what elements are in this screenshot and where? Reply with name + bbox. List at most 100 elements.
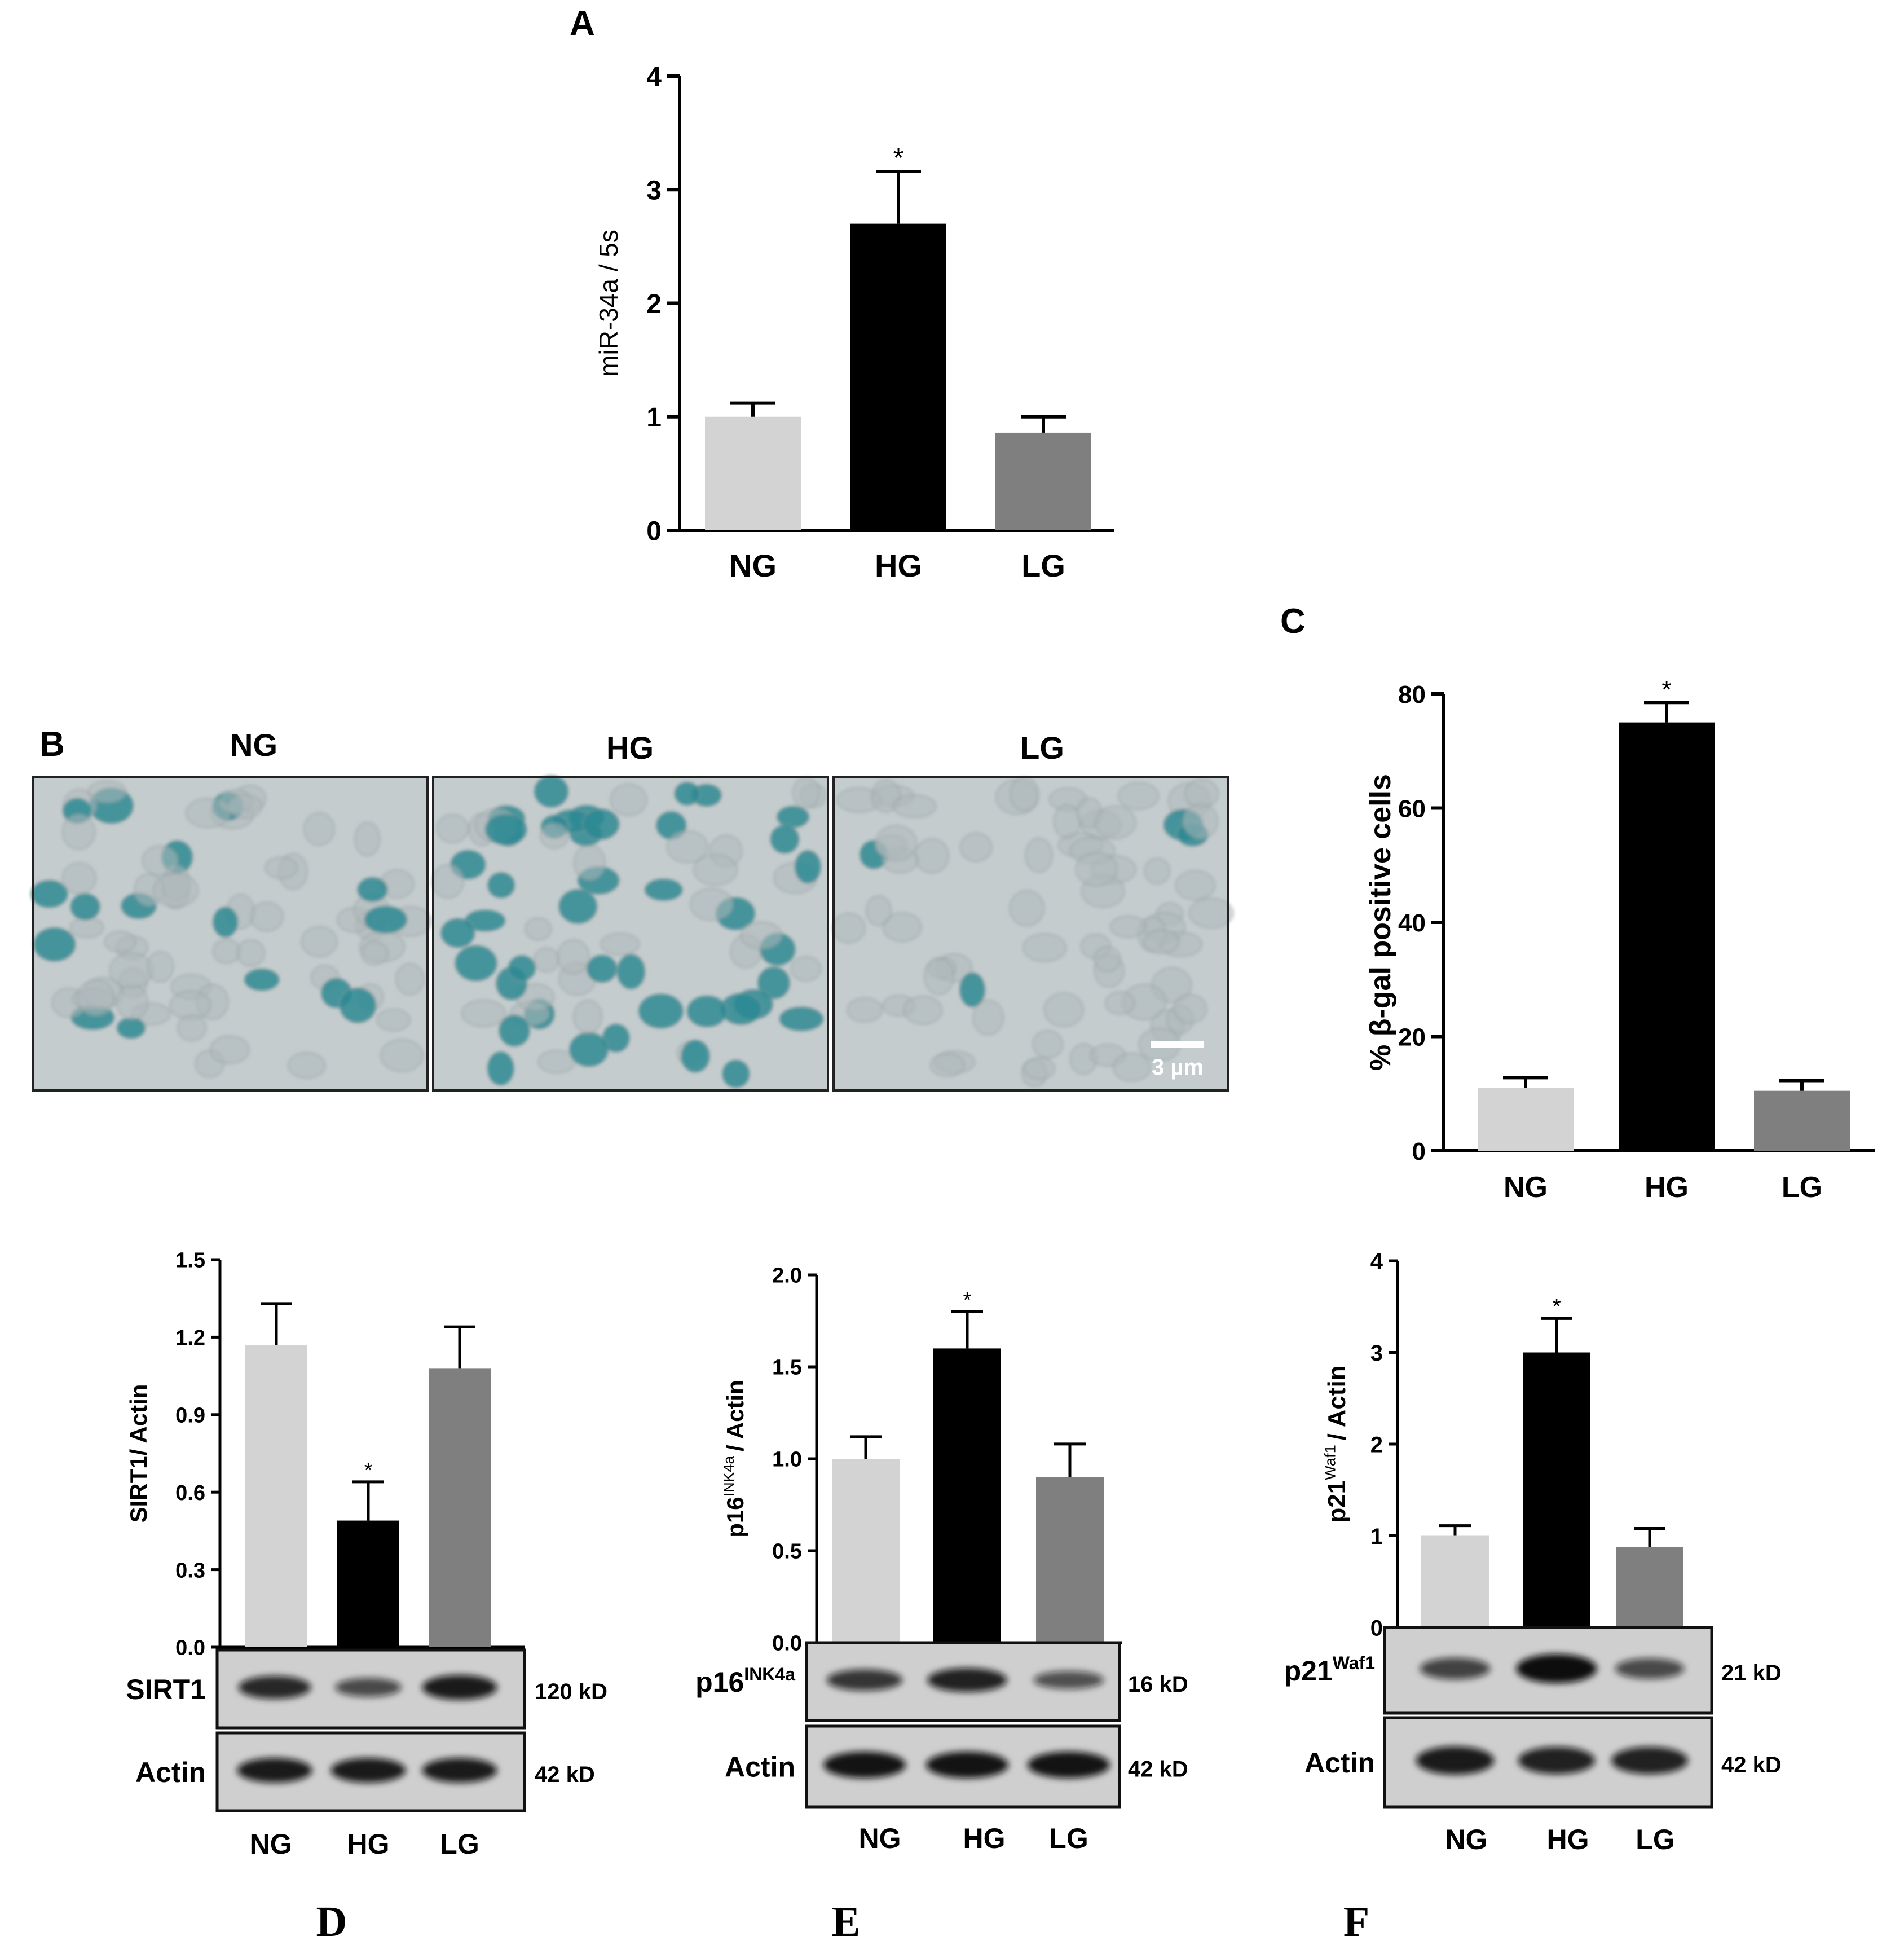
cell (354, 821, 381, 857)
y-tick-label: 20 (1398, 1023, 1426, 1051)
y-tick-label: 80 (1398, 681, 1426, 709)
blot-lane-label-lg: LG (1049, 1823, 1088, 1854)
band-lg (422, 1758, 497, 1783)
micrograph-hg (431, 775, 829, 1092)
bar-hg (337, 1520, 399, 1647)
chart-c-beta-gal: 0 20 40 60 80 NG * HG LG % β-gal positive cells (1364, 676, 1875, 1204)
y-tick-label: 1.5 (772, 1356, 802, 1380)
y-axis-label: SIRT1/ Actin (125, 1384, 152, 1523)
y-tick-label: 3 (1370, 1341, 1383, 1366)
blot-protein-label: Actin (725, 1752, 795, 1783)
blot-protein-sup: INK4a (744, 1664, 795, 1684)
cell (243, 967, 280, 992)
scale-bar-label: 3 µm (1152, 1055, 1204, 1080)
band-layer (823, 1752, 1110, 1779)
blot-lane-label-ng: NG (250, 1828, 292, 1860)
cell (539, 822, 569, 850)
band-layer (826, 1668, 1104, 1692)
cell (769, 824, 800, 855)
y-tick-label: 4 (646, 62, 662, 92)
blot-protein-name: Actin (135, 1757, 206, 1788)
cell (33, 926, 77, 962)
y-tick-label: 0 (1412, 1138, 1426, 1165)
band-layer (1416, 1746, 1689, 1775)
band-ng (826, 1669, 903, 1691)
cell (380, 1039, 424, 1073)
band-layer (1420, 1654, 1685, 1683)
bar-hg (1619, 722, 1715, 1151)
cell (892, 794, 937, 819)
band-hg (335, 1678, 402, 1697)
cell (644, 878, 684, 902)
cell (689, 887, 734, 921)
cell (959, 832, 993, 863)
bar-ng (1478, 1088, 1574, 1151)
y-tick-label: 0 (1370, 1616, 1383, 1640)
band-hg (330, 1758, 406, 1783)
y-tick-label: 0.3 (175, 1559, 205, 1582)
panel-label-e: E (832, 1898, 861, 1946)
cell (1075, 852, 1118, 887)
cell (146, 951, 174, 983)
blot-lane-label-ng: NG (859, 1823, 901, 1854)
bar-lg (429, 1368, 491, 1647)
bar-lg (1616, 1547, 1683, 1627)
y-tick-label: 2 (1370, 1432, 1383, 1457)
blot-protein-label: p21Waf1 (1284, 1653, 1375, 1687)
cell (395, 962, 425, 996)
bar-lg (995, 432, 1091, 530)
cell (533, 775, 570, 808)
cell (236, 939, 266, 967)
cell (1188, 897, 1235, 929)
band-layer (238, 1675, 497, 1700)
y-tick-label: 1 (1370, 1524, 1383, 1549)
cell (209, 1035, 250, 1064)
bar-hg (850, 223, 946, 530)
blot-panel-f: p21Waf1 21 kD Actin 42 kD NG HG LG (1284, 1626, 1782, 1855)
band-layer (237, 1758, 497, 1783)
panel-label-b: B (39, 725, 65, 764)
x-category-label: LG (1782, 1171, 1822, 1204)
chart-f-p21: 0 1 2 3 4 * p21Waf1 / Actin (1321, 1249, 1709, 1640)
y-axis-label-main: % β-gal positive cells (1364, 774, 1397, 1071)
cell (586, 954, 618, 984)
blot-lane-label-lg: LG (1636, 1824, 1674, 1855)
cell (903, 995, 943, 1026)
cell (141, 845, 179, 877)
cell (1112, 1052, 1152, 1083)
cell (1093, 946, 1121, 973)
y-axis-label-suffix: / Actin (722, 1380, 748, 1451)
cell (600, 932, 641, 956)
cell (338, 987, 377, 1024)
y-tick-label: 0.5 (772, 1540, 802, 1564)
cell (533, 947, 560, 973)
cell (356, 877, 389, 903)
cell (360, 941, 389, 966)
cell (778, 1006, 825, 1032)
cell (1182, 803, 1219, 839)
cell (1143, 857, 1171, 885)
band-lg (1033, 1671, 1104, 1689)
blot-protein-name: Actin (1304, 1747, 1375, 1779)
cell (287, 1051, 327, 1079)
x-category-label: NG (1504, 1171, 1548, 1204)
cell (757, 966, 791, 1000)
cell (487, 872, 516, 899)
cell (1109, 915, 1147, 939)
y-axis-label-main: miR-34a / 5s (594, 230, 623, 377)
significance-marker: * (364, 1459, 373, 1482)
y-axis-label-main: p21 (1323, 1480, 1351, 1523)
cell (363, 905, 408, 934)
band-lg (1611, 1746, 1689, 1775)
blot-protein-name: p21 (1284, 1655, 1333, 1687)
panel-label-f: F (1343, 1898, 1369, 1946)
cell (572, 999, 603, 1034)
cell (573, 844, 606, 881)
cell (686, 995, 728, 1028)
significance-marker: * (1552, 1294, 1561, 1319)
cell (376, 1008, 411, 1032)
y-tick-label: 1.0 (772, 1448, 802, 1472)
cell (436, 813, 469, 844)
chart-d-sirt1: 0.0 0.3 0.6 0.9 1.2 1.5 * SIRT1/ Actin (125, 1249, 525, 1660)
